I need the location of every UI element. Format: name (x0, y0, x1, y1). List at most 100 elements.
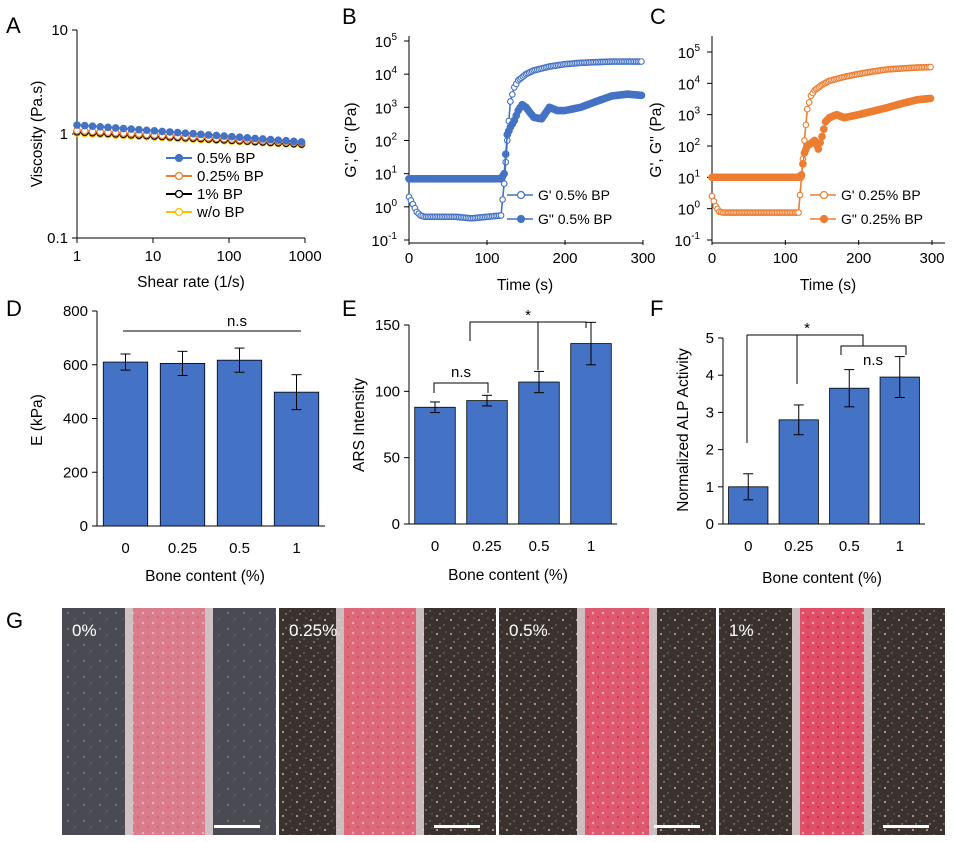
panel-a-point (80, 121, 89, 130)
panel-a-point (119, 124, 128, 133)
panel-b-y-axis-label: G', G'' (Pa) (343, 102, 360, 177)
panel-c-y-tick-label: 102 (678, 137, 701, 156)
panel-e-x-tick-label: 1 (587, 538, 595, 555)
panel-e-y-axis-label: ARS Intensity (351, 378, 368, 472)
panel-a-point (104, 123, 112, 132)
panel-d-y-tick-label: 400 (63, 411, 88, 428)
panel-c-legend-marker (819, 214, 829, 224)
panel-e-x-tick-label: 0 (431, 538, 439, 555)
panel-e-y-tick-label: 50 (383, 450, 400, 467)
panel-f-bars: 0 0.25 0.5 1 (728, 356, 920, 555)
panel-c-legend: G' 0.25% BP G" 0.25% BP (810, 187, 923, 227)
panel-f-y-tick-label: 1 (706, 479, 714, 496)
panel-b-x-tick-label: 100 (474, 250, 499, 267)
panel-g-stain-images: G 0% 0.25% 0.5% 1% (6, 608, 945, 835)
panel-a-point (297, 138, 306, 146)
panel-a-point (135, 125, 143, 134)
panel-a-point (289, 137, 298, 146)
panel-e-x-axis-label: Bone content (%) (448, 567, 568, 584)
panel-c-y-tick-label: 101 (678, 168, 701, 187)
panel-a-x-axis-label: Shear rate (1/s) (137, 274, 245, 291)
panel-d-bar (216, 359, 263, 527)
stain-image-label: 0.25% (289, 621, 337, 640)
panel-b-legend: G' 0.5% BP G" 0.5% BP (507, 187, 612, 227)
panel-c-point (795, 209, 802, 216)
panel-d-bar (273, 391, 320, 527)
panel-a-point (73, 121, 81, 129)
panel-c-point (927, 63, 934, 71)
panel-b-modulus-chart: B 0 100 200 300 10-1 100 101 102 103 104 105 Time … (342, 4, 656, 294)
panel-f-x-axis-label: Bone content (%) (762, 570, 882, 587)
panel-d-bar (159, 363, 206, 527)
panel-f-x-tick-label: 1 (896, 538, 904, 555)
panel-a-ticks: 1 10 100 1000 0.1 1 10 (47, 22, 322, 265)
panel-c-point (799, 160, 807, 168)
panel-e-ns-bracket: n.s (433, 364, 489, 393)
panel-b-legend-marker (516, 214, 526, 224)
panel-a-point (189, 129, 197, 138)
panel-d-y-tick-label: 800 (63, 303, 88, 320)
panel-b-y-tick-label: 102 (375, 132, 398, 151)
panel-a-legend: 0.5% BP0.25% BP1% BPw/o BP (166, 150, 264, 221)
panel-e-bar (570, 343, 612, 525)
panel-c-x-tick-label: 100 (773, 250, 798, 267)
panel-c-point (819, 125, 828, 133)
stain-image-label: 0.5% (509, 621, 548, 640)
stained-strand (800, 608, 864, 835)
panel-f-bar (879, 376, 920, 525)
panel-a-point (166, 128, 174, 136)
panel-c-x-tick-label: 200 (846, 250, 871, 267)
stain-image-label: 1% (729, 621, 754, 640)
panel-e-y-tick-label: 150 (375, 317, 400, 334)
panel-c-point (814, 145, 823, 153)
panel-c-modulus-chart: C 0 100 200 300 10-1 100 101 102 103 104 105 Time … (648, 4, 945, 294)
panel-a-point (282, 136, 290, 145)
panel-b-legend-label: G' 0.5% BP (538, 187, 610, 203)
scale-bar (214, 825, 260, 828)
stained-strand (133, 608, 205, 835)
panel-c-y-tick-label: 105 (678, 43, 701, 62)
stain-image: 0% (62, 608, 276, 835)
panel-b-y-tick-label: 101 (375, 165, 398, 184)
panel-f-star-bracket: * (746, 320, 864, 443)
panel-a-point (111, 124, 120, 132)
panel-f-y-tick-label: 4 (706, 367, 714, 384)
panel-c-y-tick-label: 104 (678, 74, 701, 93)
panel-a-point (228, 132, 236, 141)
panel-c-ticks: 0 100 200 300 10-1 100 101 102 103 104 105 (674, 43, 944, 267)
panel-a-legend-marker (174, 189, 184, 199)
panel-a-legend-marker (174, 207, 184, 217)
panel-a-point (197, 130, 205, 139)
panel-f-y-axis-label: Normalized ALP Activity (675, 348, 692, 512)
panel-e-bar (466, 400, 508, 525)
panel-e-x-tick-label: 0.5 (529, 538, 550, 555)
panel-f-ticks: 0 1 2 3 4 5 (706, 330, 723, 533)
panel-e-y-tick-label: 0 (392, 516, 400, 533)
panel-g-image-row: 0% 0.25% 0.5% 1% (62, 608, 945, 835)
panel-b-point (637, 91, 646, 100)
panel-c-series (708, 63, 935, 216)
panel-d-x-tick-label: 0 (121, 540, 129, 557)
panel-c-point (801, 137, 808, 144)
panel-e-bars: 0 0.25 0.5 1 (414, 321, 612, 555)
panel-f-bar (778, 419, 819, 525)
scale-bar (883, 825, 929, 828)
panel-a-point (274, 136, 283, 144)
panel-f-y-tick-label: 2 (706, 442, 714, 459)
panel-d-ns-label: n.s (227, 313, 247, 330)
panel-c-point (926, 94, 935, 103)
panel-a-y-tick-label: 1 (60, 126, 68, 143)
panel-b-axes (408, 36, 643, 244)
panel-f-y-tick-label: 3 (706, 404, 714, 421)
panel-d-x-tick-label: 1 (292, 540, 300, 557)
panel-d-bars: 0 0.25 0.5 1 (102, 347, 320, 557)
panel-c-series-1 (708, 94, 935, 182)
panel-e-star-bracket: * (469, 307, 587, 370)
panel-letter-f: F (650, 296, 663, 321)
panel-a-legend-marker (174, 153, 184, 163)
panel-c-y-axis-label: G', G'' (Pa) (648, 102, 665, 177)
panel-f-x-tick-label: 0.5 (839, 538, 860, 555)
panel-b-point (497, 212, 505, 219)
panel-f-ns-label: n.s (863, 352, 883, 369)
panel-a-x-tick-label: 1 (73, 248, 81, 265)
